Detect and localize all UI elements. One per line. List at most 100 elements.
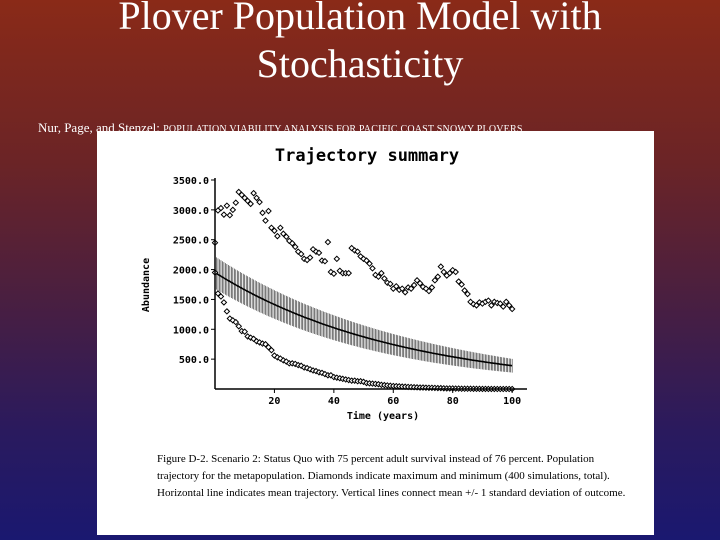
min-diamond xyxy=(271,352,278,359)
max-diamond xyxy=(253,194,260,202)
min-diamond xyxy=(262,340,269,348)
x-tick-label: 80 xyxy=(447,396,459,407)
min-diamond xyxy=(223,308,231,315)
min-diamond xyxy=(268,346,275,354)
max-diamond xyxy=(440,268,448,276)
max-diamond xyxy=(324,238,332,246)
max-diamond xyxy=(398,285,406,292)
max-diamond xyxy=(244,197,251,205)
max-diamond xyxy=(271,227,278,235)
max-diamond xyxy=(265,207,272,215)
sd-bars xyxy=(214,256,513,373)
max-diamond xyxy=(229,206,237,214)
max-diamond xyxy=(354,248,361,255)
citation-work: POPULATION VIABILITY ANALYSIS FOR PACIFI… xyxy=(163,124,523,135)
x-tick-label: 20 xyxy=(268,396,280,407)
max-diamond xyxy=(369,265,376,272)
min-diamond xyxy=(217,293,225,300)
x-tick-label: 40 xyxy=(328,396,340,407)
max-diamond xyxy=(217,204,225,212)
max-diamond xyxy=(315,249,323,257)
max-diamond xyxy=(372,271,379,279)
y-tick-label: 2500.0 xyxy=(173,236,209,247)
slide-title-line1: Plover Population Model with xyxy=(118,0,602,38)
slide-title: Plover Population Model with Stochastici… xyxy=(0,0,720,88)
max-diamond xyxy=(437,263,445,270)
max-diamond xyxy=(428,284,436,291)
max-diamond xyxy=(461,287,468,294)
max-diamond xyxy=(452,268,459,276)
max-diamond xyxy=(464,290,471,298)
max-diamond xyxy=(434,273,442,281)
min-diamond xyxy=(214,290,222,297)
max-diamond xyxy=(496,300,504,307)
max-diamond xyxy=(345,269,353,277)
max-diamond xyxy=(235,188,243,196)
max-diamond xyxy=(392,282,400,290)
max-diamond xyxy=(262,217,269,224)
max-diamond xyxy=(306,254,314,261)
y-tick-label: 1500.0 xyxy=(173,295,209,306)
max-diamond xyxy=(226,211,234,219)
max-diamond xyxy=(485,297,492,304)
max-diamond xyxy=(449,266,457,274)
x-tick-label: 100 xyxy=(503,396,521,407)
y-tick-label: 3000.0 xyxy=(173,206,209,217)
y-tick-label: 3500.0 xyxy=(173,176,209,187)
max-diamond xyxy=(413,277,421,284)
max-diamond xyxy=(291,243,299,251)
mean-trajectory xyxy=(214,271,513,367)
max-diamond xyxy=(499,303,507,310)
max-diamond xyxy=(381,275,388,282)
max-diamond xyxy=(321,257,329,265)
max-diamond xyxy=(488,302,495,309)
max-diamond xyxy=(241,194,249,202)
max-diamond xyxy=(238,191,246,199)
max-diamond xyxy=(363,257,370,264)
max-diamond xyxy=(280,230,287,238)
max-diamond xyxy=(268,224,275,232)
max-diamond xyxy=(330,270,338,278)
max-diamond xyxy=(446,269,454,277)
slide-title-line2: Stochasticity xyxy=(256,41,464,86)
max-diamond xyxy=(297,250,305,258)
max-diamond xyxy=(250,189,257,197)
max-diamond xyxy=(277,224,284,232)
max-diamond xyxy=(223,202,231,209)
max-diamond xyxy=(259,209,266,217)
max-diamond xyxy=(247,200,254,208)
min-diamond xyxy=(241,328,249,335)
max-diamond xyxy=(502,298,510,306)
figure-caption: Figure D-2. Scenario 2: Status Quo with … xyxy=(157,453,626,499)
max-diamond xyxy=(220,211,228,218)
max-diamond xyxy=(283,233,290,241)
min-diamond xyxy=(232,318,240,326)
max-diamond xyxy=(455,278,462,285)
y-axis-label: Abundance xyxy=(141,258,152,312)
chart-title: Trajectory summary xyxy=(275,146,459,166)
axes: 500.0 1000.0 1500.0 2000.0 2500.0 3000.0 3500.… xyxy=(173,176,527,407)
max-diamond xyxy=(378,269,385,277)
min-diamond xyxy=(235,322,243,330)
y-tick-label: 2000.0 xyxy=(173,266,209,277)
max-diamond xyxy=(232,199,240,206)
x-tick-label: 60 xyxy=(387,396,399,407)
max-diamond xyxy=(458,281,465,288)
max-diamond xyxy=(473,302,480,309)
mean-line xyxy=(214,271,513,367)
max-diamond xyxy=(407,285,415,292)
max-diamond xyxy=(288,239,296,247)
max-diamond xyxy=(401,288,409,296)
trajectory-chart: Trajectory summary 500.0 1000.0 1500.0 2000… xyxy=(141,146,527,422)
max-diamond xyxy=(366,260,373,267)
max-diamond xyxy=(375,273,382,281)
max-diamond xyxy=(505,302,513,309)
y-tick-label: 1000.0 xyxy=(173,325,209,336)
max-diamond xyxy=(508,305,516,313)
min-diamond xyxy=(265,343,272,351)
min-diamond xyxy=(220,299,228,306)
min-diamond xyxy=(327,371,335,379)
max-diamond xyxy=(256,198,263,206)
min-diamond xyxy=(229,317,237,324)
max-diamond xyxy=(387,280,394,288)
